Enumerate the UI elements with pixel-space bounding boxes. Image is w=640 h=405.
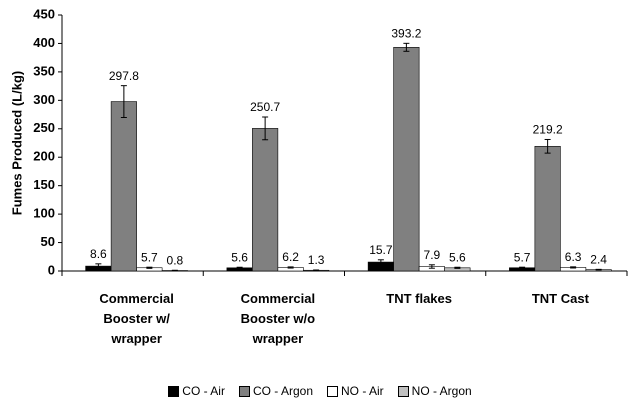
y-tick-label: 100 — [33, 206, 55, 221]
y-tick-label: 150 — [33, 177, 55, 192]
legend-item: CO - Argon — [238, 384, 313, 398]
y-tick-label: 350 — [33, 63, 55, 78]
data-label: 393.2 — [391, 27, 421, 41]
y-tick-label: 400 — [33, 35, 55, 50]
data-label: 5.6 — [449, 250, 466, 264]
y-tick-label: 50 — [41, 234, 55, 249]
error-bar — [95, 263, 102, 269]
x-tick-label: TNT Cast — [531, 291, 589, 306]
data-label: 8.6 — [90, 247, 107, 261]
x-tick-label: TNT flakes — [386, 291, 452, 306]
bar — [534, 145, 561, 272]
bar — [252, 128, 279, 272]
y-tick-label: 300 — [33, 92, 55, 107]
error-bar — [570, 266, 577, 269]
data-label: 6.3 — [565, 250, 582, 264]
error-bar — [377, 259, 384, 265]
data-label: 7.9 — [424, 248, 441, 262]
x-tick-label: Commercial Booster w/o wrapper — [240, 291, 316, 346]
error-bar — [428, 264, 435, 269]
data-label: 297.8 — [109, 69, 139, 83]
legend-swatch — [327, 385, 338, 397]
y-tick-label: 450 — [33, 6, 55, 21]
legend-swatch — [397, 385, 409, 397]
data-label: 5.7 — [514, 250, 531, 264]
error-bar — [287, 266, 294, 269]
bar — [393, 47, 420, 272]
error-bar — [236, 266, 243, 269]
error-bar — [454, 266, 461, 269]
x-tick-label: Commercial Booster w/ wrapper — [99, 291, 174, 346]
legend-swatch — [168, 385, 180, 397]
data-label: 5.6 — [231, 250, 248, 264]
error-bar — [171, 269, 178, 272]
legend: CO - Air CO - Argon NO - Air NO - Argon — [0, 384, 640, 398]
legend-label: NO - Air — [341, 384, 384, 398]
data-label: 0.8 — [167, 253, 184, 267]
error-bar — [519, 266, 526, 269]
y-tick-label: 250 — [33, 120, 55, 135]
legend-item: NO - Air — [327, 384, 384, 398]
y-tick-label: 200 — [33, 149, 55, 164]
error-bar — [403, 42, 410, 52]
legend-label: CO - Argon — [252, 384, 313, 398]
error-bar — [262, 116, 269, 141]
data-label: 219.2 — [533, 123, 563, 137]
data-label: 15.7 — [369, 243, 393, 257]
error-bar — [313, 269, 320, 272]
data-label: 1.3 — [308, 253, 325, 267]
error-bar — [544, 138, 551, 154]
legend-label: CO - Air — [182, 384, 225, 398]
y-tick-label: 0 — [48, 262, 55, 277]
data-label: 5.7 — [141, 250, 158, 264]
data-label: 250.7 — [250, 100, 280, 114]
data-label: 6.2 — [282, 250, 299, 264]
error-bar — [146, 266, 153, 269]
legend-item: NO - Argon — [397, 384, 472, 398]
bar — [110, 101, 137, 272]
error-bar — [120, 85, 127, 119]
error-bar — [595, 268, 602, 271]
legend-swatch — [238, 385, 250, 397]
legend-item: CO - Air — [168, 384, 225, 398]
y-axis-label: Fumes Produced (L/kg) — [9, 71, 24, 215]
legend-label: NO - Argon — [411, 384, 472, 398]
data-label: 2.4 — [590, 253, 607, 267]
